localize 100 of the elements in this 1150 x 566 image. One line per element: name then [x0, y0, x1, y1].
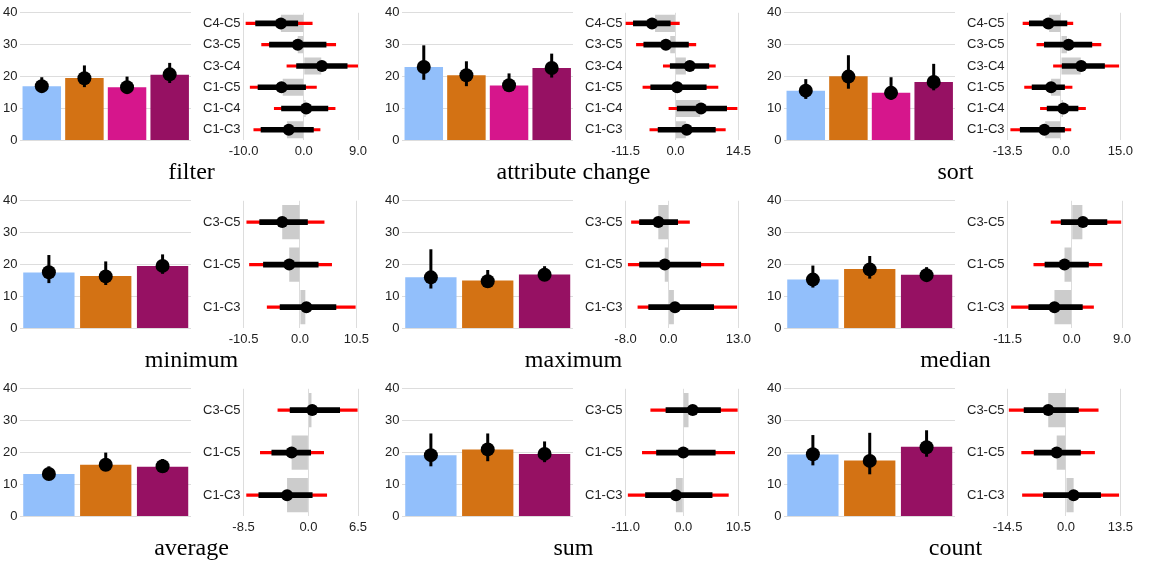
y-tick-label: C3-C5: [966, 36, 1005, 52]
y-tick-label: 0: [392, 319, 400, 335]
bar: [900, 274, 953, 328]
text: sum: [552, 534, 595, 561]
text: filter: [167, 158, 216, 185]
point: [680, 123, 693, 136]
y-tick-label: 0: [10, 131, 18, 147]
bar: [532, 67, 571, 140]
point: [291, 38, 304, 51]
y-tick-label: C3-C4: [966, 57, 1005, 73]
x-tick-label: -11.5: [993, 330, 1022, 346]
bar: [80, 464, 132, 516]
x-tick-label: 14.5: [725, 142, 752, 158]
y-tick-label: 10: [384, 476, 400, 492]
y-tick-label: 30: [766, 412, 782, 428]
y-tick-label: C3-C5: [202, 36, 241, 52]
text: count: [927, 534, 984, 561]
y-tick-label: C3-C5: [584, 213, 623, 229]
bar: [136, 466, 189, 516]
y-tick-label: C1-C3: [966, 298, 1005, 314]
x-tick-label: 0.0: [666, 142, 685, 158]
y-tick-label: C1-C5: [202, 78, 241, 94]
y-tick-label: 10: [766, 100, 782, 116]
x-tick-label: -11.5: [611, 142, 640, 158]
point: [671, 81, 684, 94]
y-tick-label: 40: [766, 380, 782, 396]
y-tick-label: C3-C5: [966, 213, 1005, 229]
x-tick-label: 13.5: [1107, 518, 1134, 534]
y-tick-label: 40: [766, 4, 782, 20]
y-tick-label: C1-C5: [584, 444, 623, 460]
bar: [787, 454, 839, 516]
y-tick-label: 0: [774, 507, 782, 523]
text: average: [153, 534, 230, 561]
text: sort: [936, 158, 975, 185]
y-tick-label: C1-C5: [202, 444, 241, 460]
point: [300, 102, 313, 115]
y-tick-label: 10: [2, 100, 18, 116]
y-tick-label: 10: [766, 288, 782, 304]
y-tick-label: 0: [10, 507, 18, 523]
y-tick-label: 0: [774, 131, 782, 147]
y-tick-label: C1-C5: [966, 444, 1005, 460]
y-tick-label: 40: [2, 4, 18, 20]
x-tick-label: 6.5: [348, 518, 368, 534]
x-tick-label: 13.0: [725, 330, 752, 346]
y-tick-label: C4-C5: [584, 15, 623, 31]
y-tick-label: 20: [766, 444, 782, 460]
y-tick-label: 30: [2, 36, 18, 52]
point: [1042, 17, 1055, 30]
y-tick-label: 0: [392, 507, 400, 523]
x-tick-label: -14.5: [992, 518, 1023, 534]
y-tick-label: 30: [2, 224, 18, 240]
point: [1038, 123, 1051, 136]
y-tick-label: C1-C3: [966, 121, 1005, 137]
text: attribute change: [495, 158, 652, 185]
bar: [787, 279, 839, 328]
y-tick-label: 20: [766, 68, 782, 84]
y-tick-label: C1-C3: [966, 486, 1005, 502]
y-tick-label: 0: [774, 319, 782, 335]
y-tick-label: 10: [2, 476, 18, 492]
bar: [489, 85, 529, 140]
bar: [447, 75, 486, 140]
x-tick-label: -8.0: [614, 330, 637, 346]
point: [1045, 81, 1058, 94]
x-tick-label: 10.5: [725, 518, 752, 534]
y-tick-label: 20: [766, 256, 782, 272]
x-tick-label: 0.0: [674, 518, 693, 534]
point: [274, 17, 287, 30]
y-tick-label: C1-C5: [202, 256, 241, 272]
point: [646, 17, 659, 30]
y-tick-label: 20: [384, 444, 400, 460]
y-tick-label: 30: [384, 224, 400, 240]
x-tick-label: -8.5: [232, 518, 255, 534]
point: [315, 59, 328, 72]
x-tick-label: 0.0: [659, 330, 678, 346]
x-tick-label: 10.5: [343, 330, 370, 346]
y-tick-label: C1-C4: [584, 100, 623, 116]
x-tick-label: 0.0: [294, 142, 313, 158]
point: [659, 38, 672, 51]
point: [275, 81, 288, 94]
y-tick-label: C3-C5: [584, 401, 623, 417]
x-tick-label: 0.0: [1056, 518, 1076, 534]
x-tick-label: -11.0: [611, 518, 640, 534]
y-tick-label: 40: [2, 380, 18, 396]
y-tick-label: C4-C5: [966, 15, 1005, 31]
y-tick-label: C3-C4: [584, 57, 623, 73]
x-tick-label: -13.5: [992, 142, 1023, 158]
y-tick-label: 10: [384, 100, 400, 116]
y-tick-label: C1-C5: [966, 256, 1005, 272]
y-tick-label: 10: [384, 288, 400, 304]
bar: [914, 82, 953, 140]
bar: [900, 446, 953, 516]
y-tick-label: 20: [384, 68, 400, 84]
y-tick-label: 20: [2, 68, 18, 84]
point: [695, 102, 708, 115]
y-tick-label: C1-C3: [202, 298, 241, 314]
bar: [786, 90, 826, 140]
y-tick-label: 0: [10, 319, 18, 335]
y-tick-label: C1-C3: [584, 486, 623, 502]
y-tick-label: 30: [766, 36, 782, 52]
text: median: [919, 346, 992, 373]
